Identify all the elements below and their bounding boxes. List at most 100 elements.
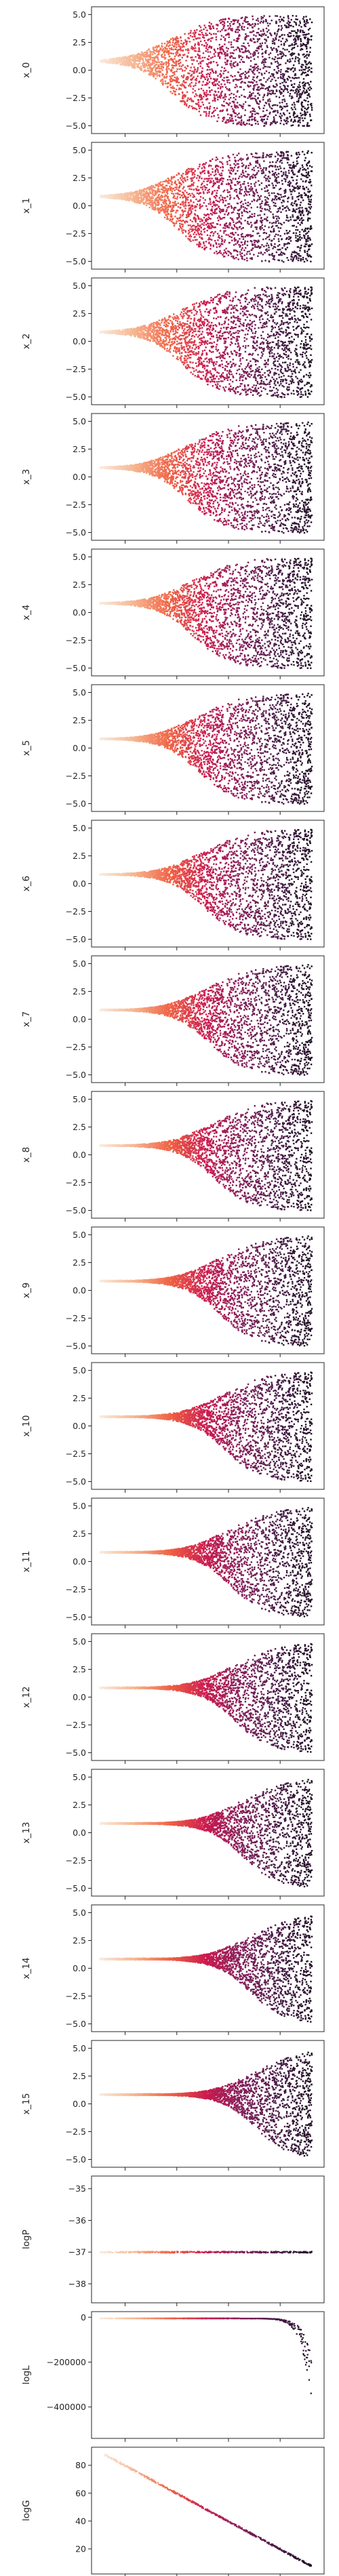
point <box>254 58 255 60</box>
point <box>145 58 146 60</box>
point <box>261 74 262 75</box>
point <box>275 15 276 16</box>
point <box>194 45 195 46</box>
point <box>211 68 212 70</box>
point <box>185 79 186 80</box>
point <box>231 41 232 43</box>
point <box>268 54 270 55</box>
point <box>214 49 215 50</box>
point <box>165 64 167 65</box>
point <box>241 45 243 47</box>
point <box>256 77 258 78</box>
point <box>206 76 207 77</box>
point <box>201 74 203 75</box>
point <box>295 73 296 75</box>
point <box>294 106 295 108</box>
point <box>278 39 279 41</box>
point <box>303 90 304 92</box>
point <box>293 121 294 123</box>
point <box>209 69 210 71</box>
point <box>127 62 129 64</box>
point <box>261 16 262 18</box>
point <box>212 70 213 71</box>
point <box>260 20 262 22</box>
point <box>274 69 275 71</box>
point <box>154 62 155 64</box>
point <box>267 66 268 68</box>
point <box>248 52 250 53</box>
point <box>157 73 158 75</box>
point <box>203 52 204 54</box>
point <box>262 87 264 89</box>
point <box>215 72 216 73</box>
point <box>275 104 276 106</box>
point <box>245 82 246 83</box>
point <box>306 89 307 91</box>
point <box>251 31 252 33</box>
point <box>233 102 235 103</box>
point <box>204 40 205 41</box>
point <box>194 68 195 70</box>
point <box>174 87 175 89</box>
point <box>217 31 218 32</box>
point <box>223 51 224 52</box>
point <box>258 123 259 125</box>
point <box>254 66 255 67</box>
point <box>226 61 228 62</box>
point <box>164 43 165 44</box>
point <box>310 104 311 105</box>
point <box>142 64 144 66</box>
point <box>221 66 222 68</box>
point <box>195 90 196 92</box>
point <box>203 92 205 93</box>
point <box>149 51 151 52</box>
point <box>200 77 201 79</box>
point <box>243 43 244 44</box>
point <box>247 43 249 44</box>
point <box>174 56 176 57</box>
point <box>295 56 296 58</box>
point <box>237 31 239 33</box>
point <box>287 110 288 111</box>
point <box>226 119 228 121</box>
point <box>264 119 265 120</box>
point <box>295 18 296 20</box>
point <box>254 117 256 118</box>
point <box>233 80 234 81</box>
point <box>216 121 218 122</box>
point <box>308 66 310 68</box>
point <box>271 79 273 80</box>
point <box>239 62 241 63</box>
point <box>284 24 285 26</box>
point <box>155 47 156 48</box>
point <box>217 75 218 77</box>
point <box>306 57 308 58</box>
point <box>271 49 273 51</box>
point <box>142 58 143 59</box>
point <box>186 79 188 80</box>
point <box>188 85 189 86</box>
point <box>279 90 280 92</box>
point <box>251 94 252 96</box>
point <box>273 38 274 39</box>
point <box>186 92 188 93</box>
point <box>199 31 201 32</box>
point <box>298 92 299 93</box>
point <box>306 111 308 113</box>
point <box>197 67 199 68</box>
point <box>300 30 301 31</box>
point <box>281 102 283 103</box>
point <box>272 43 273 44</box>
point <box>308 55 309 56</box>
point <box>247 27 248 28</box>
point <box>292 26 294 27</box>
point <box>205 42 207 43</box>
point <box>224 38 226 39</box>
point <box>264 39 265 40</box>
point <box>144 64 145 66</box>
point <box>305 16 306 17</box>
point <box>228 99 230 100</box>
point <box>303 54 304 55</box>
point <box>276 89 277 91</box>
point <box>283 119 285 121</box>
